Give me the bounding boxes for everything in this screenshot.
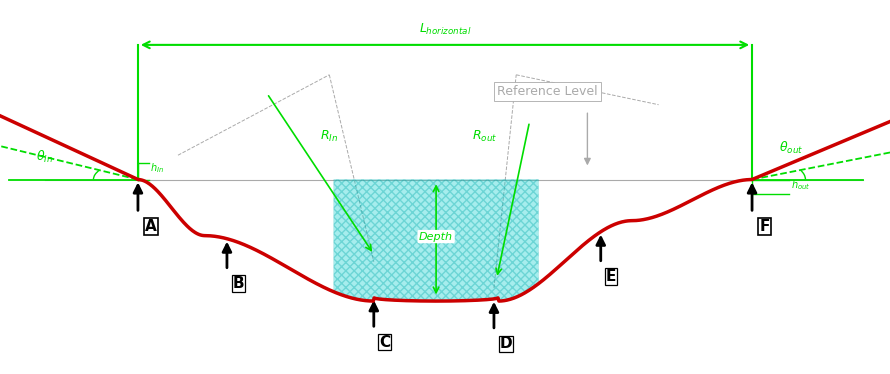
Text: D: D	[499, 336, 512, 351]
Text: F: F	[759, 219, 770, 234]
Text: C: C	[379, 335, 390, 350]
Text: $h_{In}$: $h_{In}$	[150, 161, 165, 175]
Text: Depth: Depth	[419, 232, 453, 242]
Text: $\theta_{In}$: $\theta_{In}$	[36, 149, 53, 165]
Text: E: E	[606, 269, 617, 284]
Text: $h_{out}$: $h_{out}$	[791, 178, 811, 191]
Text: A: A	[145, 219, 157, 234]
Text: $L_{horizontal}$: $L_{horizontal}$	[418, 22, 472, 37]
Text: Reference Level: Reference Level	[497, 85, 598, 98]
Text: $\theta_{out}$: $\theta_{out}$	[779, 140, 803, 156]
Text: $R_{In}$: $R_{In}$	[320, 129, 338, 144]
Text: B: B	[232, 276, 244, 291]
Text: $R_{out}$: $R_{out}$	[473, 129, 498, 144]
